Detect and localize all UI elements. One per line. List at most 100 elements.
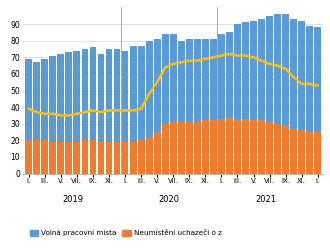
- Podíl nezaměstnaných na obyvatelstvu 1): [236, 54, 240, 57]
- Bar: [282, 125, 289, 174]
- Bar: [242, 22, 249, 174]
- Bar: [314, 132, 321, 174]
- Bar: [202, 121, 209, 174]
- Podíl nezaměstnaných na obyvatelstvu 1): [35, 111, 39, 114]
- Bar: [218, 34, 225, 174]
- Bar: [89, 47, 96, 174]
- Bar: [162, 34, 169, 174]
- Bar: [50, 56, 56, 174]
- Bar: [74, 142, 80, 174]
- Bar: [82, 49, 88, 174]
- Podíl nezaměstnaných na obyvatelstvu 1): [51, 112, 55, 115]
- Bar: [250, 21, 257, 174]
- Bar: [266, 16, 273, 174]
- Bar: [65, 142, 72, 174]
- Podíl nezaměstnaných na obyvatelstvu 1): [83, 111, 87, 114]
- Bar: [154, 132, 161, 174]
- Bar: [41, 59, 48, 174]
- Bar: [74, 51, 80, 174]
- Podíl nezaměstnaných na obyvatelstvu 1): [276, 64, 280, 67]
- Bar: [98, 142, 104, 174]
- Bar: [82, 140, 88, 174]
- Bar: [234, 119, 241, 174]
- Bar: [65, 52, 72, 174]
- Podíl nezaměstnaných na obyvatelstvu 1): [163, 66, 167, 69]
- Bar: [122, 142, 128, 174]
- Bar: [50, 142, 56, 174]
- Bar: [57, 142, 64, 174]
- Podíl nezaměstnaných na obyvatelstvu 1): [107, 109, 111, 112]
- Podíl nezaměstnaných na obyvatelstvu 1): [219, 54, 223, 57]
- Podíl nezaměstnaných na obyvatelstvu 1): [316, 84, 320, 87]
- Podíl nezaměstnaných na obyvatelstvu 1): [43, 112, 47, 115]
- Bar: [186, 39, 193, 174]
- Bar: [146, 41, 152, 174]
- Bar: [194, 122, 201, 174]
- Bar: [282, 14, 289, 174]
- Text: 2020: 2020: [159, 195, 180, 204]
- Bar: [290, 129, 297, 174]
- Podíl nezaměstnaných na obyvatelstvu 1): [292, 76, 296, 79]
- Podíl nezaměstnaných na obyvatelstvu 1): [139, 107, 143, 110]
- Podíl nezaměstnaných na obyvatelstvu 1): [75, 112, 79, 115]
- Bar: [146, 137, 152, 174]
- Bar: [250, 121, 257, 174]
- Bar: [25, 59, 32, 174]
- Podíl nezaměstnaných na obyvatelstvu 1): [268, 62, 272, 65]
- Podíl nezaměstnaných na obyvatelstvu 1): [251, 56, 255, 59]
- Podíl nezaměstnaných na obyvatelstvu 1): [59, 114, 63, 117]
- Bar: [138, 140, 145, 174]
- Podíl nezaměstnaných na obyvatelstvu 1): [115, 109, 119, 112]
- Podíl nezaměstnaných na obyvatelstvu 1): [308, 82, 312, 85]
- Bar: [41, 140, 48, 174]
- Bar: [122, 51, 128, 174]
- Bar: [89, 140, 96, 174]
- Bar: [57, 54, 64, 174]
- Bar: [106, 49, 113, 174]
- Bar: [258, 19, 265, 174]
- Podíl nezaměstnaných na obyvatelstvu 1): [123, 109, 127, 112]
- Podíl nezaměstnaných na obyvatelstvu 1): [300, 82, 304, 85]
- Bar: [266, 122, 273, 174]
- Bar: [298, 130, 305, 174]
- Bar: [226, 117, 233, 174]
- Bar: [306, 132, 313, 174]
- Bar: [170, 34, 177, 174]
- Bar: [290, 19, 297, 174]
- Podíl nezaměstnaných na obyvatelstvu 1): [187, 59, 191, 62]
- Bar: [242, 119, 249, 174]
- Podíl nezaměstnaných na obyvatelstvu 1): [227, 53, 231, 56]
- Podíl nezaměstnaných na obyvatelstvu 1): [284, 67, 288, 70]
- Bar: [258, 121, 265, 174]
- Bar: [274, 14, 281, 174]
- Podíl nezaměstnaných na obyvatelstvu 1): [131, 109, 135, 112]
- Bar: [306, 26, 313, 174]
- Podíl nezaměstnaných na obyvatelstvu 1): [99, 111, 103, 114]
- Bar: [162, 124, 169, 174]
- Podíl nezaměstnaných na obyvatelstvu 1): [203, 58, 207, 61]
- Bar: [210, 39, 217, 174]
- Bar: [130, 46, 137, 174]
- Bar: [226, 32, 233, 174]
- Bar: [298, 21, 305, 174]
- Bar: [130, 142, 137, 174]
- Podíl nezaměstnaných na obyvatelstvu 1): [171, 62, 175, 65]
- Bar: [274, 124, 281, 174]
- Bar: [314, 27, 321, 174]
- Bar: [114, 49, 120, 174]
- Text: 2019: 2019: [62, 195, 83, 204]
- Bar: [25, 140, 32, 174]
- Bar: [98, 54, 104, 174]
- Podíl nezaměstnaných na obyvatelstvu 1): [179, 61, 183, 64]
- Text: 2021: 2021: [255, 195, 276, 204]
- Bar: [154, 39, 161, 174]
- Podíl nezaměstnaných na obyvatelstvu 1): [260, 59, 264, 62]
- Podíl nezaměstnaných na obyvatelstvu 1): [91, 109, 95, 112]
- Bar: [106, 142, 113, 174]
- Bar: [138, 46, 145, 174]
- Bar: [194, 39, 201, 174]
- Podíl nezaměstnaných na obyvatelstvu 1): [212, 56, 215, 59]
- Podíl nezaměstnaných na obyvatelstvu 1): [27, 107, 31, 110]
- Line: Podíl nezaměstnaných na obyvatelstvu 1): Podíl nezaměstnaných na obyvatelstvu 1): [29, 54, 318, 115]
- Bar: [178, 122, 185, 174]
